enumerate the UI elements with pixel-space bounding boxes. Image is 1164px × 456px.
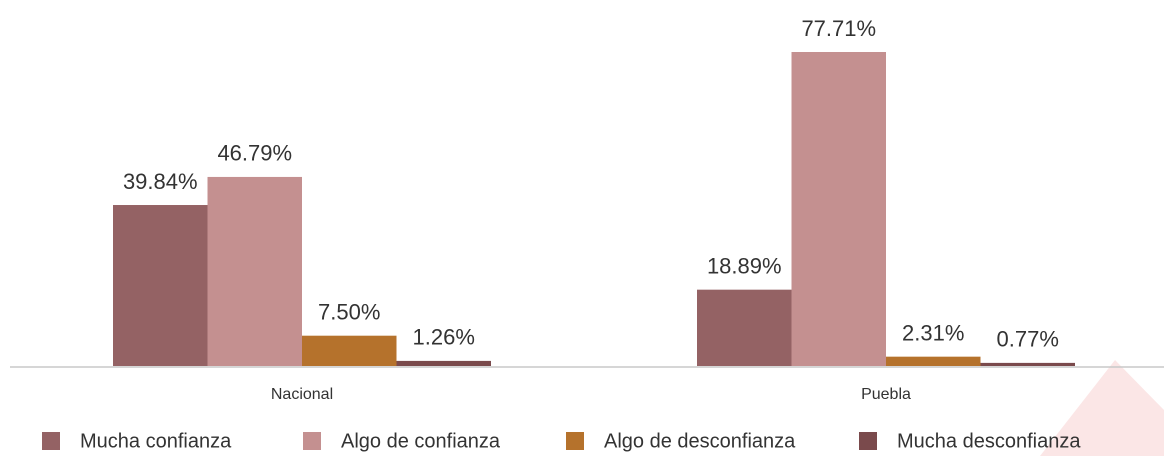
legend-swatch [42, 432, 60, 450]
bar [207, 176, 302, 366]
value-label: 18.89% [707, 253, 782, 278]
bar [113, 205, 208, 366]
bar [302, 335, 397, 366]
x-tick-label: Puebla [861, 386, 911, 403]
legend-swatch [859, 432, 877, 450]
bar [697, 289, 792, 366]
legend-label: Mucha confianza [80, 430, 232, 452]
legend-label: Algo de confianza [341, 430, 501, 452]
value-label: 46.79% [217, 141, 292, 166]
legend-swatch [303, 432, 321, 450]
bar [396, 360, 491, 366]
legend-label: Mucha desconfianza [897, 430, 1081, 452]
value-label: 77.71% [801, 16, 876, 41]
watermark [1040, 360, 1164, 456]
bar [791, 52, 886, 366]
value-label: 2.31% [902, 320, 964, 345]
legend-label: Algo de desconfianza [604, 430, 796, 452]
bar [886, 356, 981, 366]
value-label: 0.77% [997, 327, 1059, 352]
legend-swatch [566, 432, 584, 450]
value-label: 1.26% [413, 325, 475, 350]
bar [980, 362, 1075, 366]
value-label: 39.84% [123, 169, 198, 194]
value-label: 7.50% [318, 300, 380, 325]
x-tick-label: Nacional [271, 386, 333, 403]
